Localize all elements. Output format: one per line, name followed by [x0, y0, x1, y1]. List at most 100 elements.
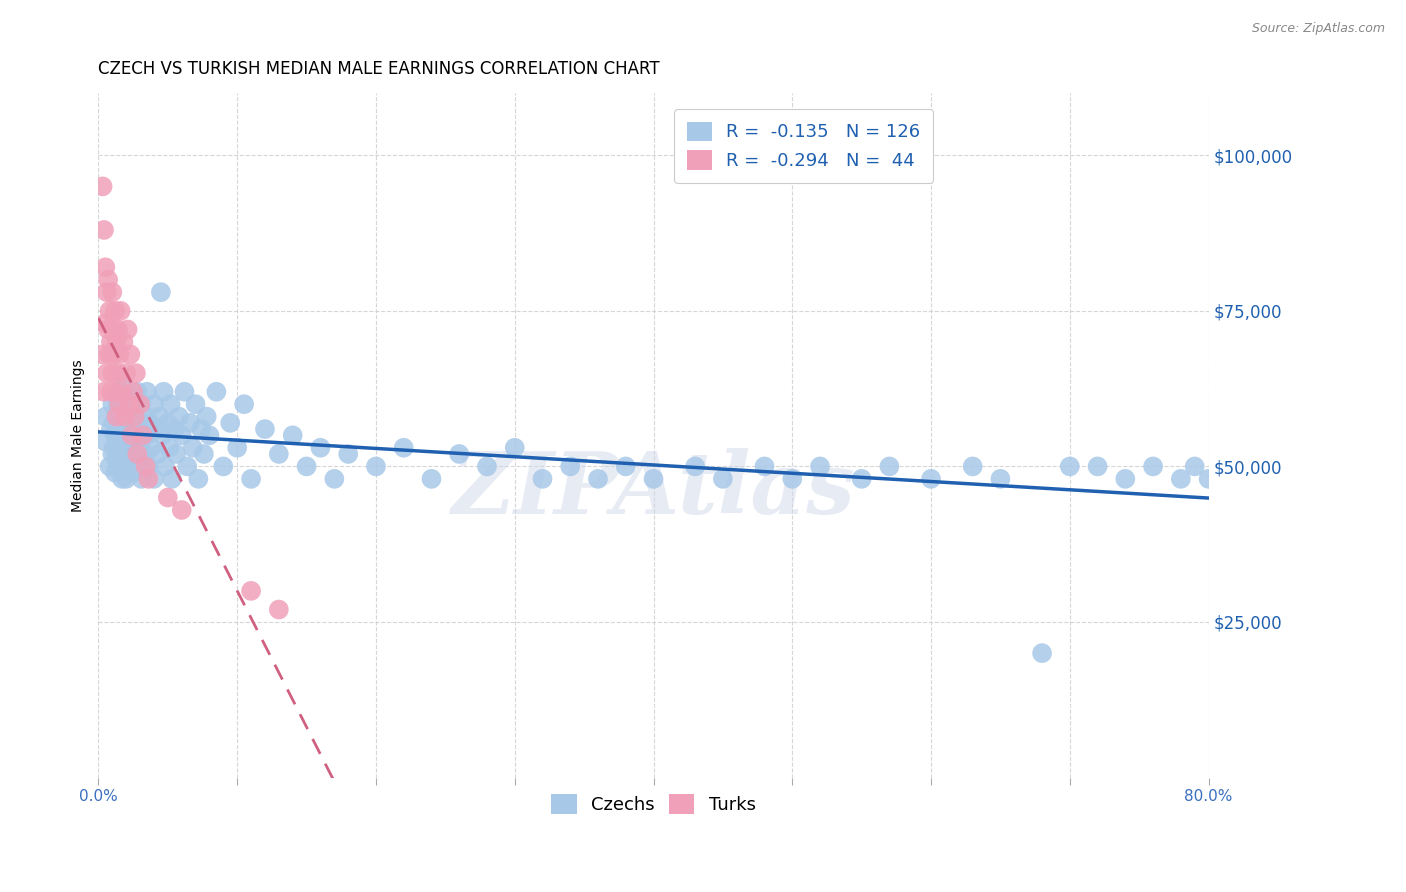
Point: [110, 409, 132, 424]
Point: [97, 322, 120, 336]
Point: [118, 434, 141, 449]
Point: [156, 491, 179, 505]
Point: [108, 397, 131, 411]
Point: [503, 441, 526, 455]
Point: [129, 397, 152, 411]
Point: [98, 303, 121, 318]
Point: [104, 384, 127, 399]
Point: [267, 447, 290, 461]
Point: [104, 303, 127, 318]
Point: [560, 459, 582, 474]
Point: [117, 447, 139, 461]
Point: [139, 416, 162, 430]
Point: [1142, 459, 1164, 474]
Point: [281, 428, 304, 442]
Point: [212, 459, 235, 474]
Point: [98, 459, 121, 474]
Point: [198, 428, 221, 442]
Text: ZIPAtlas: ZIPAtlas: [451, 449, 855, 532]
Point: [120, 391, 142, 405]
Point: [135, 459, 157, 474]
Point: [920, 472, 942, 486]
Point: [101, 447, 124, 461]
Point: [159, 397, 181, 411]
Point: [114, 409, 136, 424]
Point: [105, 453, 128, 467]
Point: [193, 447, 215, 461]
Point: [643, 472, 665, 486]
Point: [145, 422, 167, 436]
Point: [94, 260, 117, 275]
Point: [165, 447, 187, 461]
Point: [240, 472, 263, 486]
Point: [118, 397, 141, 411]
Text: Source: ZipAtlas.com: Source: ZipAtlas.com: [1251, 22, 1385, 36]
Point: [449, 447, 471, 461]
Point: [103, 347, 125, 361]
Point: [96, 366, 118, 380]
Point: [364, 459, 387, 474]
Point: [115, 366, 138, 380]
Point: [93, 223, 115, 237]
Point: [91, 179, 114, 194]
Point: [97, 273, 120, 287]
Point: [111, 434, 134, 449]
Point: [127, 384, 149, 399]
Point: [105, 334, 128, 349]
Point: [205, 384, 228, 399]
Point: [100, 422, 122, 436]
Point: [176, 459, 198, 474]
Point: [120, 459, 142, 474]
Point: [309, 441, 332, 455]
Point: [420, 472, 443, 486]
Point: [163, 422, 186, 436]
Point: [267, 602, 290, 616]
Point: [782, 472, 804, 486]
Point: [105, 409, 128, 424]
Point: [295, 459, 318, 474]
Point: [124, 409, 146, 424]
Point: [136, 384, 159, 399]
Point: [179, 416, 201, 430]
Point: [879, 459, 901, 474]
Point: [111, 472, 134, 486]
Point: [125, 409, 148, 424]
Point: [1170, 472, 1192, 486]
Point: [157, 441, 180, 455]
Point: [108, 459, 131, 474]
Point: [131, 472, 153, 486]
Point: [323, 472, 346, 486]
Point: [107, 322, 129, 336]
Point: [170, 428, 193, 442]
Point: [103, 416, 125, 430]
Point: [112, 428, 135, 442]
Point: [129, 441, 152, 455]
Point: [94, 316, 117, 330]
Point: [128, 459, 150, 474]
Point: [100, 334, 122, 349]
Point: [101, 397, 124, 411]
Point: [683, 459, 706, 474]
Point: [219, 416, 242, 430]
Point: [132, 428, 155, 442]
Point: [170, 503, 193, 517]
Point: [124, 422, 146, 436]
Point: [94, 409, 117, 424]
Point: [1198, 472, 1220, 486]
Point: [337, 447, 360, 461]
Point: [104, 428, 127, 442]
Point: [122, 466, 145, 480]
Point: [808, 459, 831, 474]
Point: [127, 428, 149, 442]
Point: [124, 447, 146, 461]
Point: [120, 347, 142, 361]
Point: [121, 428, 143, 442]
Point: [190, 422, 212, 436]
Point: [392, 441, 415, 455]
Point: [98, 347, 121, 361]
Point: [112, 378, 135, 392]
Point: [103, 322, 125, 336]
Y-axis label: Median Male Earnings: Median Male Earnings: [72, 359, 86, 512]
Point: [149, 285, 172, 300]
Point: [114, 441, 136, 455]
